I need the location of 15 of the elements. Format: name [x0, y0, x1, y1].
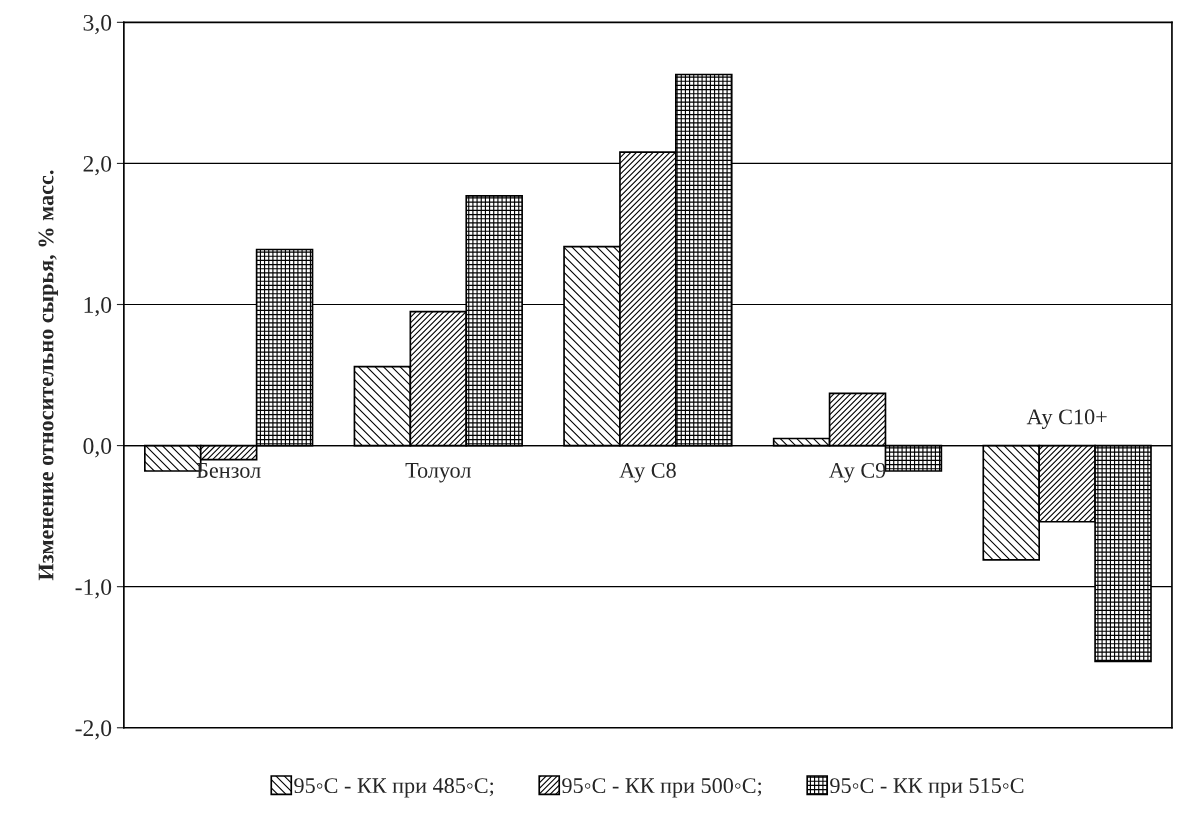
x-tick-label: Бензол — [196, 463, 261, 478]
y-tick-label: 1,0 — [84, 296, 112, 317]
y-tick-label: 2,0 — [83, 155, 112, 176]
y-tick-label: 3,0 — [83, 14, 112, 35]
x-tick-label: Толуол — [405, 463, 471, 483]
y-tick-label: -2,0 — [75, 720, 112, 740]
y-tick-label: -1,0 — [75, 579, 112, 599]
x-tick-label: Ау С10+ — [1026, 409, 1107, 429]
legend-label: 95◦C - КК при 485◦C; — [294, 778, 494, 798]
x-tick-label: Ау С9 — [828, 462, 886, 483]
y-tick-label: 0,0 — [83, 438, 112, 458]
y-axis-title: Изменение относительно сырья, % масс. — [38, 170, 59, 581]
x-tick-label: Ау С8 — [619, 462, 676, 483]
legend-label: 95◦C - КК при 500◦C; — [562, 778, 762, 798]
legend-label: 95◦C - КК при 515◦C — [830, 778, 1024, 798]
